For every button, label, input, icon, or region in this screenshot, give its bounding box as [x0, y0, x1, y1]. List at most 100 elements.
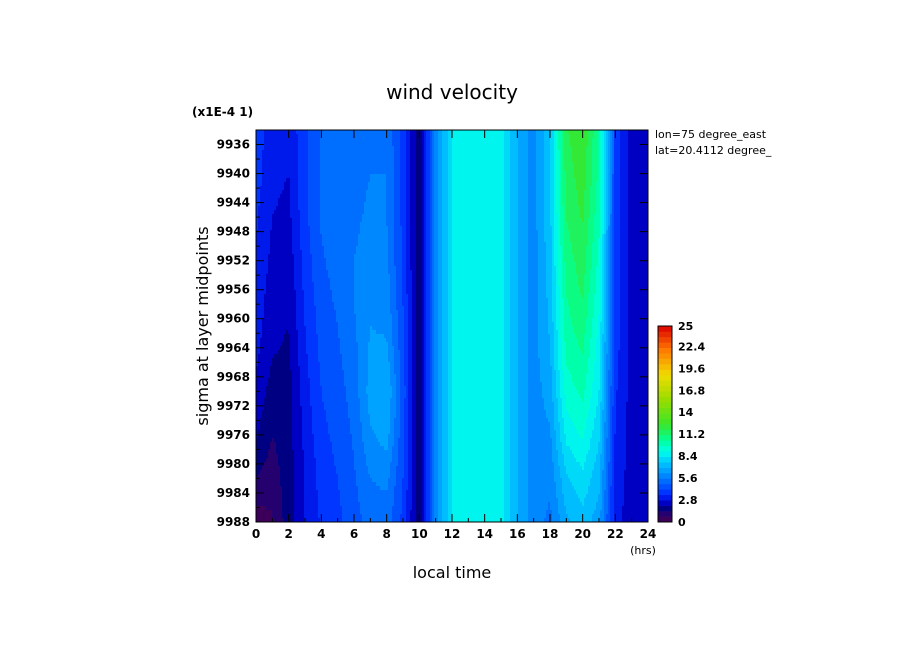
heatmap-cell: [646, 214, 648, 219]
heatmap-cell: [340, 166, 343, 171]
heatmap-cell: [444, 202, 447, 207]
heatmap-cell: [260, 206, 263, 211]
heatmap-cell: [274, 166, 277, 171]
heatmap-cell: [408, 222, 411, 227]
heatmap-cell: [302, 206, 305, 211]
heatmap-cell: [366, 138, 369, 143]
heatmap-cell: [490, 190, 493, 195]
heatmap-cell: [556, 134, 559, 139]
heatmap-cell: [324, 146, 327, 151]
heatmap-cell: [312, 214, 315, 219]
heatmap-cell: [610, 226, 613, 231]
heatmap-cell: [510, 166, 513, 171]
heatmap-cell: [344, 138, 347, 143]
heatmap-cell: [512, 146, 515, 151]
heatmap-cell: [512, 142, 515, 147]
heatmap-cell: [344, 130, 347, 135]
heatmap-cell: [448, 194, 451, 199]
heatmap-cell: [546, 170, 549, 175]
heatmap-cell: [552, 202, 555, 207]
heatmap-cell: [592, 134, 595, 139]
heatmap-cell: [590, 198, 593, 203]
heatmap-cell: [524, 158, 527, 163]
heatmap-cell: [292, 182, 295, 187]
heatmap-cell: [522, 130, 525, 135]
heatmap-cell: [512, 166, 515, 171]
heatmap-cell: [356, 170, 359, 175]
heatmap-cell: [576, 226, 579, 231]
heatmap-cell: [308, 174, 311, 179]
heatmap-cell: [518, 210, 521, 215]
heatmap-cell: [394, 154, 397, 159]
heatmap-cell: [546, 202, 549, 207]
heatmap-cell: [314, 170, 317, 175]
heatmap-cell: [368, 146, 371, 151]
heatmap-cell: [420, 158, 423, 163]
heatmap-cell: [314, 230, 317, 235]
heatmap-cell: [300, 198, 303, 203]
heatmap-cell: [296, 190, 299, 195]
heatmap-cell: [300, 146, 303, 151]
heatmap-cell: [292, 222, 295, 227]
heatmap-cell: [634, 174, 637, 179]
heatmap-cell: [612, 222, 615, 227]
heatmap-cell: [614, 198, 617, 203]
heatmap-cell: [300, 206, 303, 211]
heatmap-cell: [582, 134, 585, 139]
heatmap-cell: [292, 218, 295, 223]
heatmap-cell: [520, 210, 523, 215]
heatmap-cell: [304, 166, 307, 171]
heatmap-cell: [418, 190, 421, 195]
heatmap-cell: [532, 222, 535, 227]
heatmap-cell: [618, 194, 621, 199]
heatmap-cell: [334, 138, 337, 143]
heatmap-cell: [490, 210, 493, 215]
heatmap-cell: [604, 182, 607, 187]
heatmap-cell: [506, 218, 509, 223]
heatmap-cell: [384, 150, 387, 155]
heatmap-cell: [638, 178, 641, 183]
heatmap-cell: [610, 210, 613, 215]
heatmap-cell: [614, 166, 617, 171]
heatmap-cell: [344, 150, 347, 155]
heatmap-cell: [560, 194, 563, 199]
heatmap-cell: [632, 190, 635, 195]
heatmap-cell: [642, 198, 645, 203]
heatmap-cell: [290, 226, 293, 231]
heatmap-cell: [362, 146, 365, 151]
heatmap-cell: [436, 130, 439, 135]
heatmap-cell: [596, 226, 599, 231]
heatmap-cell: [478, 154, 481, 159]
heatmap-cell: [374, 170, 377, 175]
heatmap-cell: [438, 150, 441, 155]
heatmap-cell: [574, 222, 577, 227]
heatmap-cell: [500, 174, 503, 179]
heatmap-cell: [454, 210, 457, 215]
heatmap-cell: [422, 226, 425, 231]
heatmap-cell: [298, 146, 301, 151]
heatmap-cell: [606, 130, 609, 135]
heatmap-cell: [348, 138, 351, 143]
heatmap-cell: [342, 174, 345, 179]
heatmap-cell: [488, 150, 491, 155]
heatmap-cell: [528, 186, 531, 191]
heatmap-cell: [294, 226, 297, 231]
heatmap-cell: [494, 186, 497, 191]
heatmap-cell: [508, 214, 511, 219]
heatmap-cell: [590, 178, 593, 183]
heatmap-cell: [632, 202, 635, 207]
heatmap-cell: [332, 162, 335, 167]
heatmap-cell: [470, 186, 473, 191]
heatmap-cell: [288, 166, 291, 171]
heatmap-cell: [494, 130, 497, 135]
heatmap-cell: [336, 158, 339, 163]
heatmap-cell: [276, 166, 279, 171]
heatmap-cell: [338, 190, 341, 195]
heatmap-cell: [572, 146, 575, 151]
heatmap-cell: [602, 142, 605, 147]
heatmap-cell: [438, 218, 441, 223]
heatmap-cell: [596, 142, 599, 147]
heatmap-cell: [284, 198, 287, 203]
heatmap-cell: [574, 178, 577, 183]
heatmap-cell: [294, 150, 297, 155]
